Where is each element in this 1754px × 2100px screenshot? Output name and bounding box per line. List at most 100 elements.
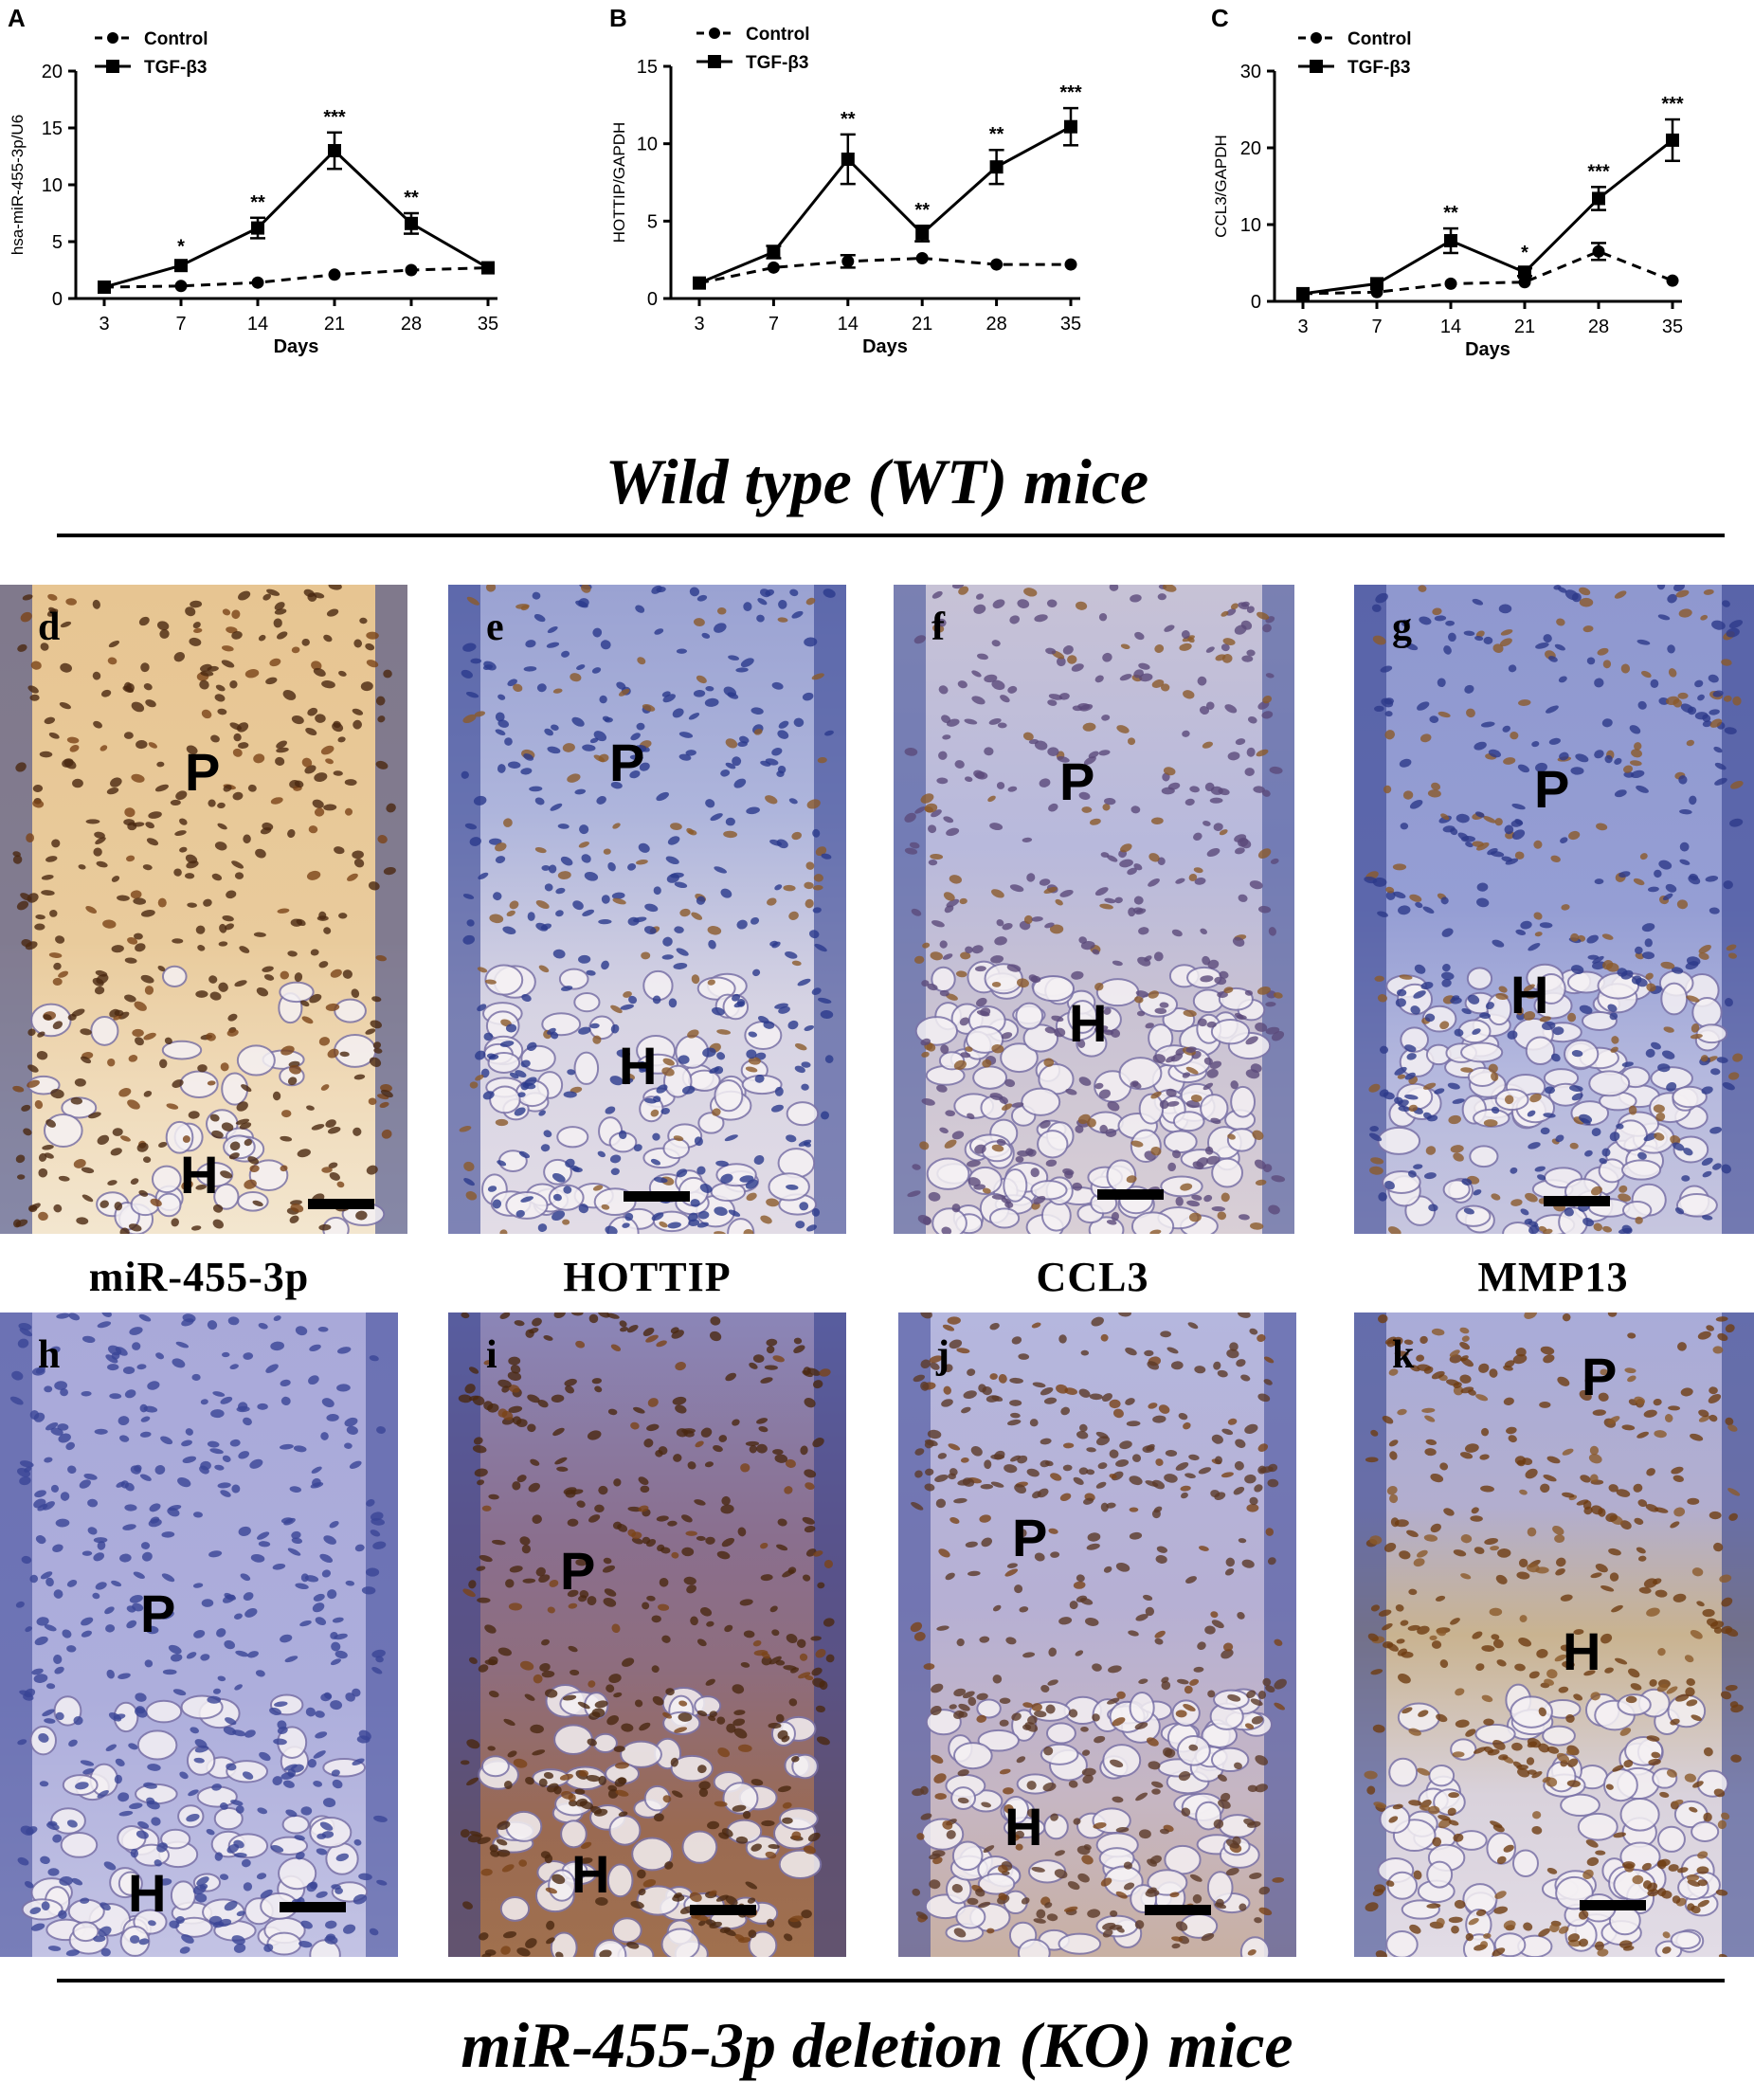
nucleus xyxy=(1241,1559,1255,1568)
nucleus xyxy=(1592,955,1604,964)
nucleus xyxy=(987,795,996,803)
nucleus xyxy=(812,1438,824,1448)
nucleus xyxy=(1709,907,1720,914)
nucleus xyxy=(1021,1897,1030,1905)
nucleus xyxy=(497,694,506,700)
nucleus xyxy=(612,897,626,905)
nucleus xyxy=(1438,711,1451,718)
nucleus xyxy=(1657,1858,1671,1867)
lacuna xyxy=(1560,1793,1600,1818)
nucleus xyxy=(234,1853,247,1858)
nucleus xyxy=(128,1055,138,1062)
nucleus xyxy=(218,941,228,947)
nucleus xyxy=(244,1179,257,1189)
nucleus xyxy=(1457,832,1470,841)
nucleus xyxy=(1080,1349,1090,1356)
nucleus xyxy=(1558,1686,1569,1693)
nucleus xyxy=(1614,757,1622,765)
nucleus xyxy=(689,1892,702,1902)
nucleus xyxy=(466,596,479,606)
nucleus xyxy=(1532,1811,1542,1819)
nucleus xyxy=(1030,1168,1040,1178)
nucleus xyxy=(93,1935,106,1943)
nucleus xyxy=(515,1070,527,1077)
nucleus xyxy=(1609,1572,1619,1582)
panel-letter: f xyxy=(931,606,945,649)
nucleus xyxy=(1034,1711,1047,1718)
nucleus xyxy=(167,1507,180,1517)
nucleus xyxy=(1710,1068,1721,1076)
nucleus xyxy=(930,1705,942,1716)
nucleus xyxy=(618,1811,628,1817)
nucleus xyxy=(1726,944,1737,951)
nucleus xyxy=(1147,1858,1157,1867)
nucleus xyxy=(252,1200,263,1206)
nucleus xyxy=(1665,696,1680,706)
nucleus xyxy=(353,1127,362,1136)
nucleus xyxy=(1274,1638,1283,1646)
nucleus xyxy=(1556,618,1565,626)
tgf-point xyxy=(915,226,930,241)
nucleus xyxy=(1518,699,1531,706)
nucleus xyxy=(1600,1368,1608,1376)
lacuna xyxy=(118,1871,143,1896)
x-tick-label: 3 xyxy=(694,314,704,335)
nucleus xyxy=(315,714,326,723)
nucleus xyxy=(74,1077,86,1087)
nucleus xyxy=(154,784,169,792)
nucleus xyxy=(688,1219,700,1226)
nucleus xyxy=(1703,1747,1713,1757)
nucleus xyxy=(1569,1142,1579,1150)
nucleus xyxy=(32,785,44,792)
nucleus xyxy=(571,1167,583,1173)
nucleus xyxy=(1546,705,1559,714)
nucleus xyxy=(207,1440,220,1448)
nucleus xyxy=(1543,1354,1555,1364)
nucleus xyxy=(528,1482,540,1493)
nucleus xyxy=(613,1746,625,1752)
nucleus xyxy=(1619,1520,1632,1530)
nucleus xyxy=(497,1379,512,1388)
nucleus xyxy=(1187,1322,1199,1330)
nucleus xyxy=(910,1621,923,1633)
nucleus xyxy=(1188,1744,1199,1751)
nucleus xyxy=(1706,1618,1719,1627)
nucleus xyxy=(943,892,955,901)
nucleus xyxy=(1406,1530,1419,1538)
nucleus xyxy=(532,1514,542,1524)
nucleus xyxy=(1614,789,1627,798)
panel-letter: g xyxy=(1392,606,1412,649)
nucleus xyxy=(633,1406,645,1414)
legend-marker xyxy=(709,27,720,39)
nucleus xyxy=(1413,1164,1423,1169)
nucleus xyxy=(1265,1528,1275,1536)
nucleus xyxy=(353,1893,368,1905)
nucleus xyxy=(229,1141,241,1151)
nucleus xyxy=(1643,1409,1657,1418)
nucleus xyxy=(29,694,40,701)
y-tick-label: 0 xyxy=(52,289,63,310)
nucleus xyxy=(280,1379,291,1387)
nucleus xyxy=(1031,1322,1041,1329)
nucleus xyxy=(336,1347,352,1354)
nucleus xyxy=(1046,1913,1058,1922)
nucleus xyxy=(1062,645,1074,655)
nucleus xyxy=(179,1946,190,1954)
nucleus xyxy=(999,1719,1009,1727)
nucleus xyxy=(1573,1629,1584,1636)
nucleus xyxy=(777,730,789,739)
nucleus xyxy=(1594,678,1604,688)
nucleus xyxy=(514,1320,525,1327)
nucleus xyxy=(743,602,752,611)
nucleus xyxy=(1393,891,1406,899)
nucleus xyxy=(721,1537,735,1548)
nucleus xyxy=(636,859,648,865)
nucleus xyxy=(175,1341,190,1349)
nucleus xyxy=(1609,1131,1620,1142)
nucleus xyxy=(1251,1715,1263,1725)
nucleus xyxy=(668,998,678,1008)
nucleus xyxy=(1055,898,1063,906)
nucleus xyxy=(1517,1767,1530,1778)
nucleus xyxy=(714,1801,728,1807)
nucleus xyxy=(998,1864,1008,1874)
